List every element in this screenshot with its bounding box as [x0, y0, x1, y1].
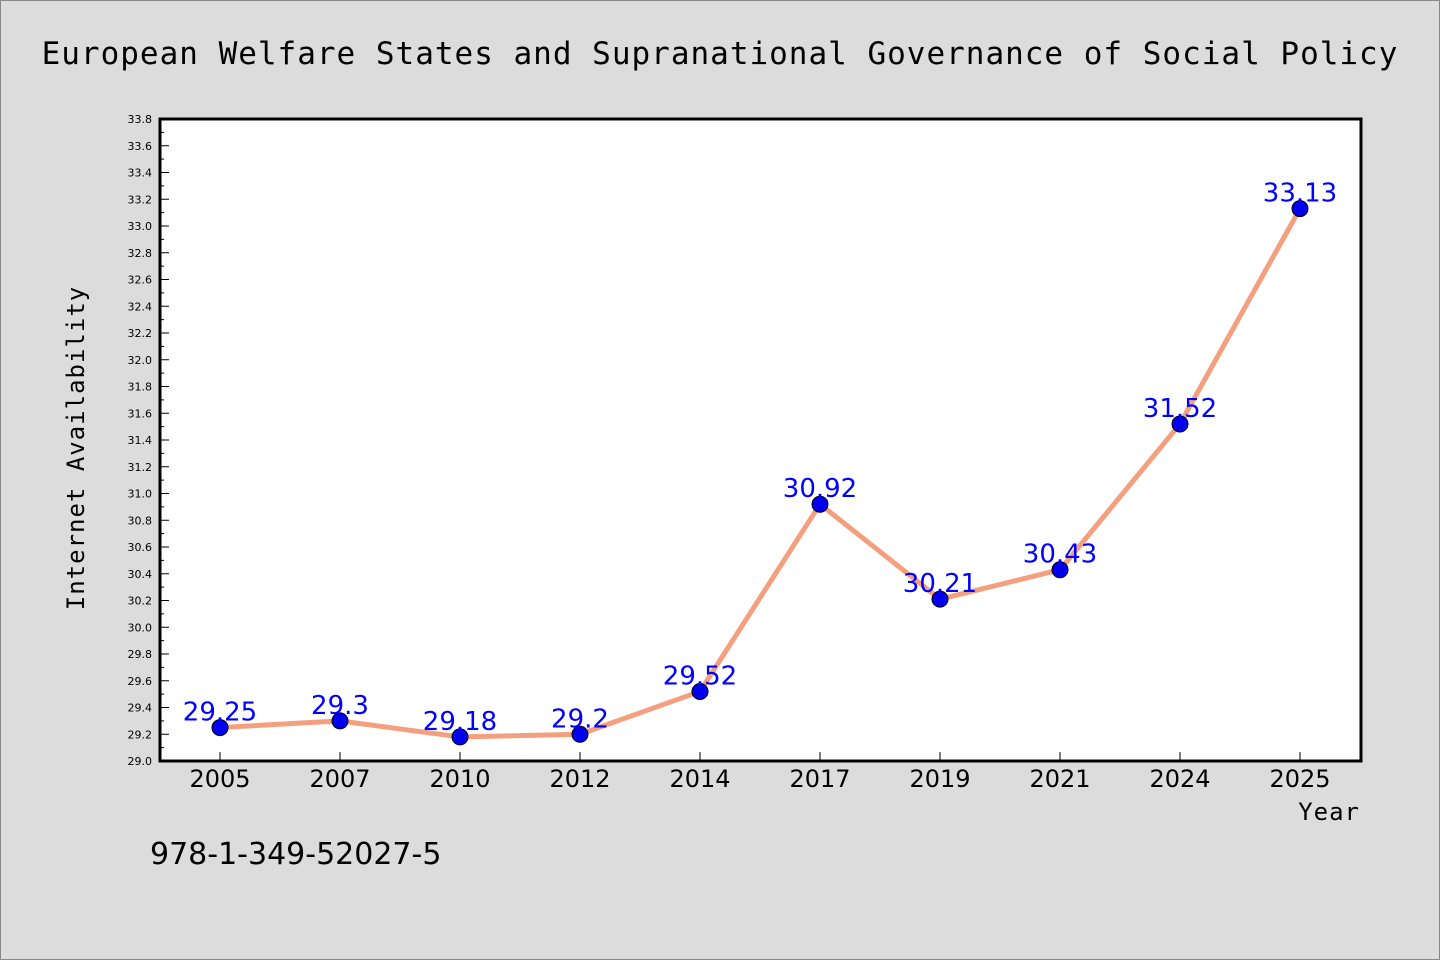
data-point-marker — [331, 712, 349, 730]
data-value-label: 31.52 — [1143, 394, 1217, 424]
y-tick-label: 32.8 — [128, 247, 153, 260]
data-point-marker — [1051, 561, 1069, 579]
series-line — [217, 206, 1303, 740]
data-point-marker — [451, 728, 469, 746]
y-tick-label: 32.0 — [128, 354, 153, 367]
y-tick-label: 33.6 — [128, 140, 153, 153]
plot-frame — [158, 117, 1363, 763]
y-axis-label: Internet Availability — [62, 286, 90, 610]
y-tick-label: 30.6 — [128, 541, 153, 554]
x-tick-label: 2014 — [669, 765, 730, 793]
y-tick-label: 31.2 — [128, 461, 153, 474]
y-tick-label: 29.6 — [128, 675, 153, 688]
data-point-marker — [931, 590, 949, 608]
x-tick-label: 2012 — [549, 765, 610, 793]
y-tick-label: 29.4 — [128, 702, 153, 715]
x-axis-label: Year — [1298, 798, 1360, 826]
data-point-marker — [811, 495, 829, 513]
plot-area — [160, 119, 1361, 761]
y-tick-label: 31.6 — [128, 407, 153, 420]
y-tick-label: 29.2 — [128, 728, 153, 741]
x-tick-label: 2007 — [309, 765, 370, 793]
y-tick-label: 30.0 — [128, 621, 153, 634]
y-tick-label: 32.6 — [128, 274, 153, 287]
data-point-marker — [211, 719, 229, 737]
y-tick-label: 29.8 — [128, 648, 153, 661]
x-tick-label: 2021 — [1029, 765, 1090, 793]
chart-title: European Welfare States and Supranationa… — [42, 36, 1399, 72]
y-tick-label: 33.4 — [128, 167, 153, 180]
x-tick-label: 2019 — [909, 765, 970, 793]
data-value-label: 29.25 — [183, 698, 257, 728]
data-value-label: 29.18 — [423, 707, 497, 737]
data-point-marker — [1291, 200, 1309, 218]
data-value-label: 33.13 — [1263, 179, 1337, 209]
y-tick-label: 33.2 — [128, 193, 153, 206]
x-tick-label: 2005 — [189, 765, 250, 793]
x-tick-label: 2025 — [1269, 765, 1330, 793]
footnote-text: 978-1-349-52027-5 — [150, 837, 441, 872]
y-tick-label: 33.0 — [128, 220, 153, 233]
x-tick-label: 2024 — [1149, 765, 1210, 793]
y-tick-label: 30.8 — [128, 514, 153, 527]
data-value-label: 29.52 — [663, 661, 737, 691]
y-tick-label: 31.4 — [128, 434, 153, 447]
y-tick-label: 30.2 — [128, 595, 153, 608]
data-point-marker — [1171, 415, 1189, 433]
data-value-label: 29.3 — [311, 691, 369, 721]
data-point-marker — [691, 682, 709, 700]
y-tick-label: 31.8 — [128, 381, 153, 394]
x-tick-label: 2017 — [789, 765, 850, 793]
y-tick-label: 33.8 — [128, 113, 153, 126]
data-point-marker — [571, 725, 589, 743]
data-value-label: 30.21 — [903, 569, 977, 599]
x-tick-label: 2010 — [429, 765, 490, 793]
y-tick-label: 30.4 — [128, 568, 153, 581]
y-tick-label: 29.0 — [128, 755, 153, 768]
data-value-label: 29.2 — [551, 704, 609, 734]
series-layer: 29.25 29.3 29.18 29.2 29.52 30.92 30.21 30.43 31… — [183, 179, 1337, 746]
data-value-label: 30.43 — [1023, 540, 1097, 570]
axis-ticks: 29.0 29.2 29.4 29.6 29.8 30.0 30.2 30.4 30.6 30.8… — [128, 113, 1331, 793]
y-tick-label: 32.4 — [128, 300, 153, 313]
data-value-label: 30.92 — [783, 474, 857, 504]
y-tick-label: 32.2 — [128, 327, 153, 340]
y-tick-label: 31.0 — [128, 488, 153, 501]
